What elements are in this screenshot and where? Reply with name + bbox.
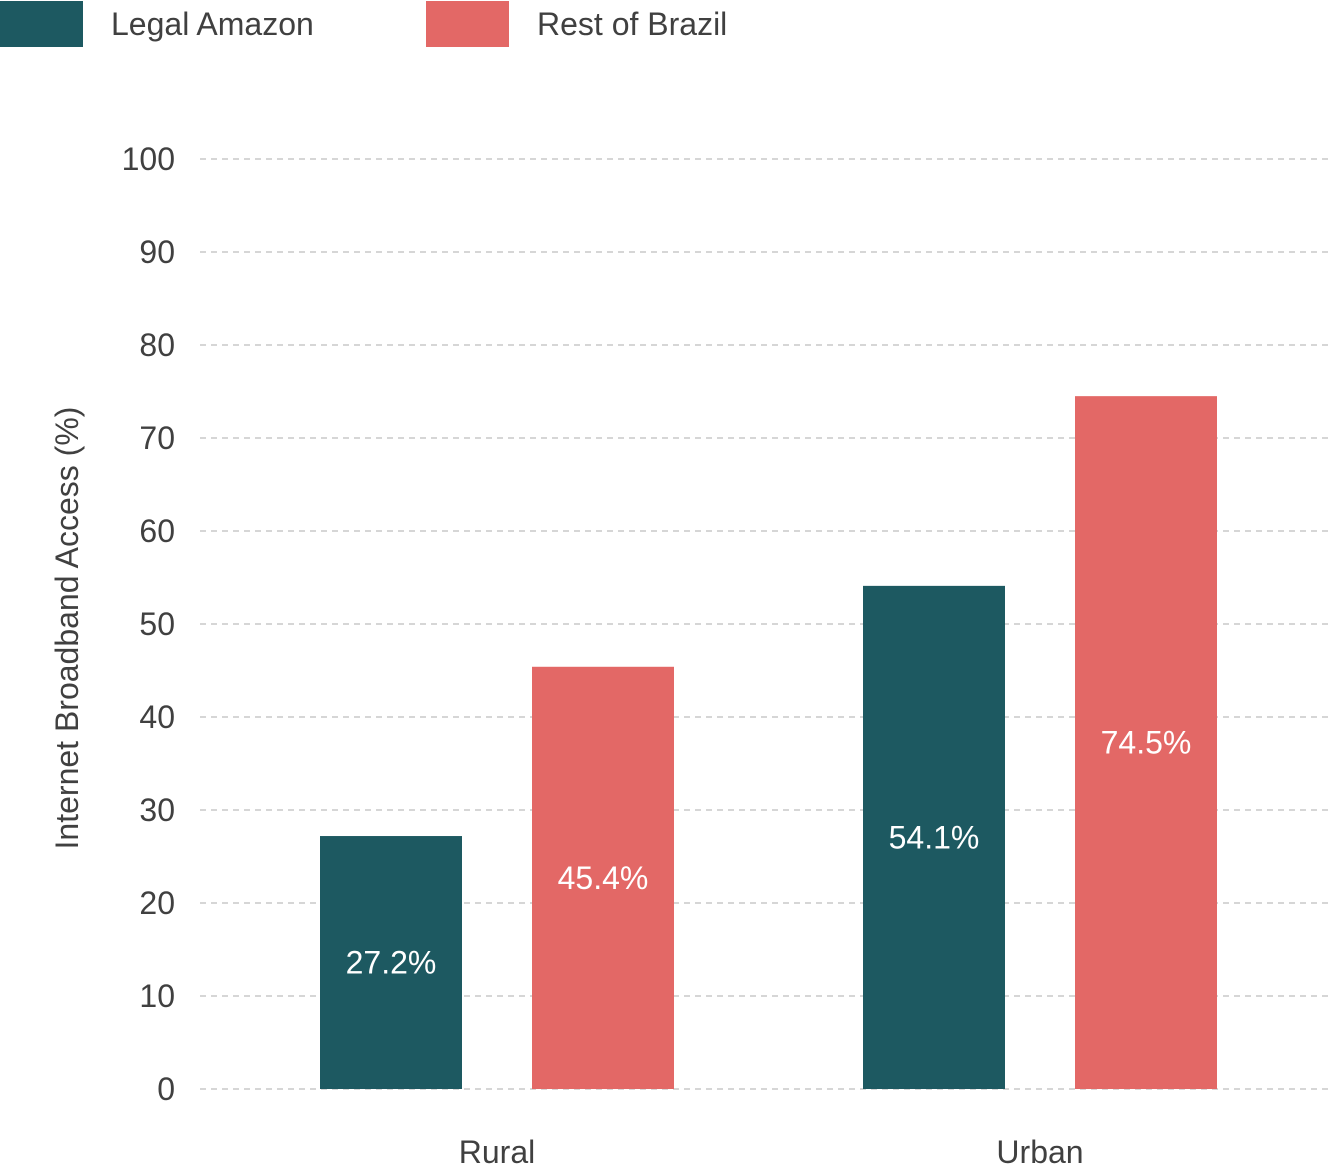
bar-rest-of-brazil-rural: [532, 666, 674, 1089]
y-tick-label-60: 60: [139, 513, 175, 549]
y-axis-title: Internet Broadband Access (%): [49, 407, 85, 850]
y-axis-ticks: 0 10 20 30 40 50 60 70 80 90 100: [122, 141, 175, 1107]
y-tick-label-0: 0: [157, 1071, 175, 1107]
data-label-rest-of-brazil-rural: 45.4%: [558, 860, 649, 896]
legend-label-legal-amazon: Legal Amazon: [111, 6, 314, 42]
gridlines: [200, 158, 1331, 1090]
x-axis-categories: Rural Urban: [459, 1134, 1084, 1170]
legend-swatch-rest-of-brazil: [426, 1, 509, 47]
y-tick-label-10: 10: [139, 978, 175, 1014]
legend: Legal Amazon Rest of Brazil: [0, 1, 727, 47]
y-tick-label-30: 30: [139, 792, 175, 828]
y-tick-label-70: 70: [139, 420, 175, 456]
y-tick-label-50: 50: [139, 606, 175, 642]
legend-swatch-legal-amazon: [0, 1, 83, 47]
bars: 27.2% 45.4% 54.1% 74.5%: [320, 396, 1217, 1089]
y-tick-label-40: 40: [139, 699, 175, 735]
legend-label-rest-of-brazil: Rest of Brazil: [537, 6, 727, 42]
y-tick-label-20: 20: [139, 885, 175, 921]
bar-legal-amazon-rural: [320, 836, 462, 1089]
bar-legal-amazon-urban: [863, 585, 1005, 1089]
y-tick-label-100: 100: [122, 141, 175, 177]
data-label-legal-amazon-urban: 54.1%: [889, 819, 980, 855]
bar-rest-of-brazil-urban: [1075, 396, 1217, 1089]
data-label-rest-of-brazil-urban: 74.5%: [1101, 725, 1192, 761]
y-tick-label-80: 80: [139, 327, 175, 363]
x-category-label-urban: Urban: [996, 1134, 1083, 1170]
x-category-label-rural: Rural: [459, 1134, 535, 1170]
y-tick-label-90: 90: [139, 234, 175, 270]
data-label-legal-amazon-rural: 27.2%: [346, 945, 437, 981]
